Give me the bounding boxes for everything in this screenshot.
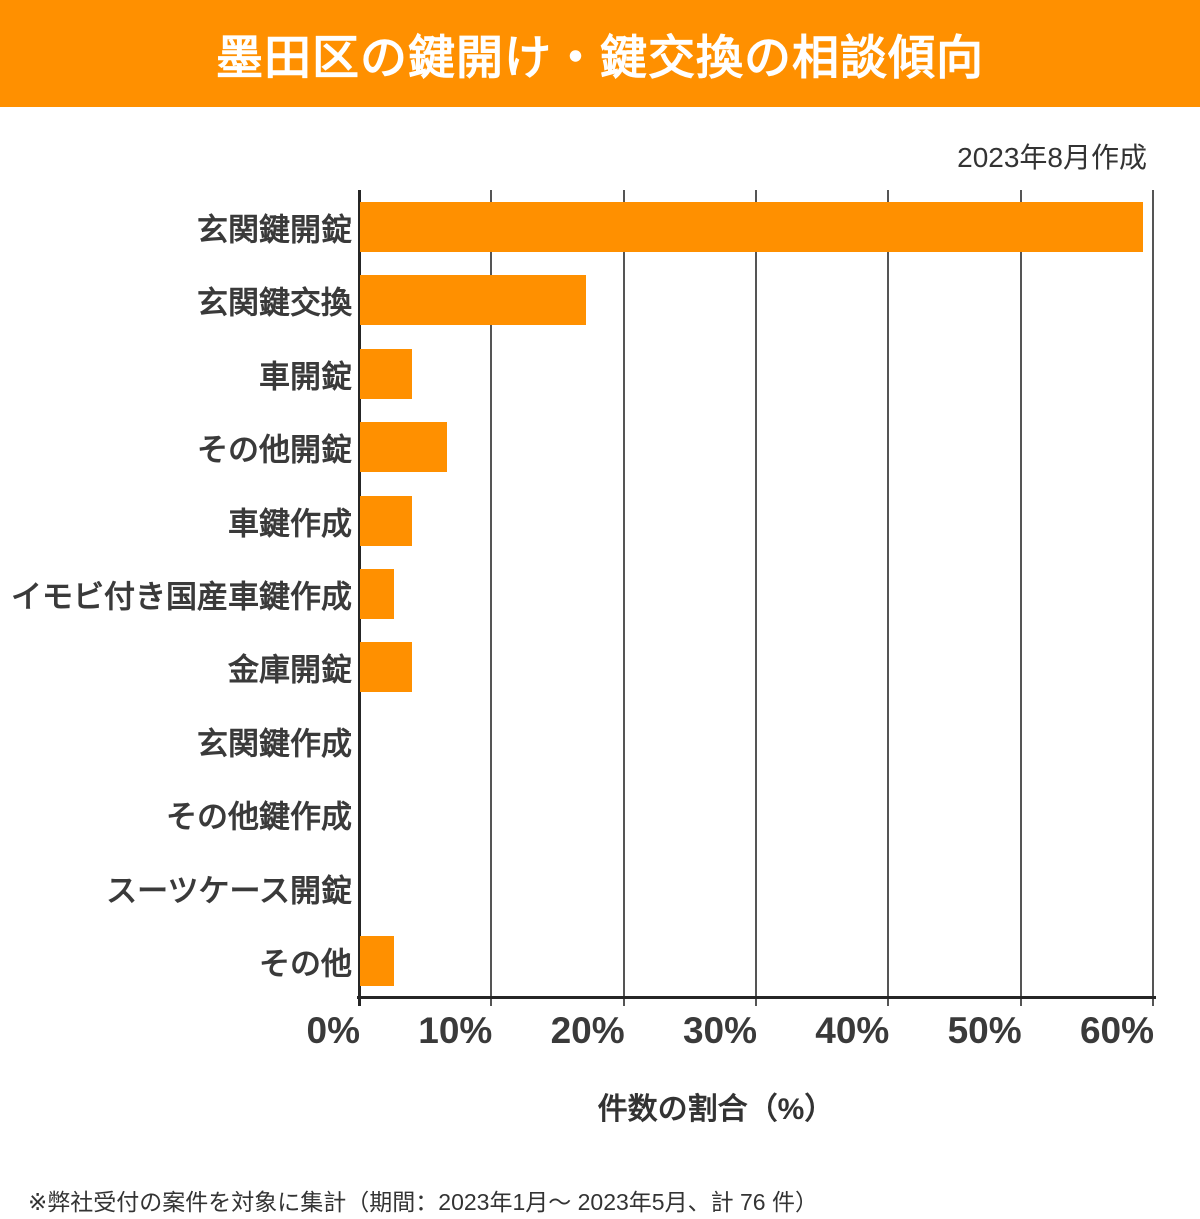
- bar: [360, 201, 1144, 252]
- x-tick-label: 0%: [306, 1010, 360, 1051]
- bar: [360, 936, 395, 987]
- category-label: 車鍵作成: [228, 506, 352, 542]
- footnote: ※弊社受付の案件を対象に集計（期間：2023年1月～ 2023年5月、計 76 …: [28, 1189, 818, 1215]
- gridline: [1152, 190, 1154, 1006]
- title-banner: 墨田区の鍵開け・鍵交換の相談傾向: [0, 0, 1200, 107]
- y-axis-line: [358, 190, 361, 1006]
- category-label: スーツケース開錠: [106, 873, 352, 909]
- x-tick-label: 50%: [947, 1010, 1022, 1051]
- category-label: 玄関鍵作成: [197, 726, 352, 762]
- x-axis-title: 件数の割合（%）: [597, 1093, 835, 1126]
- bar: [360, 495, 412, 546]
- bar: [360, 569, 395, 619]
- category-label: 金庫開錠: [228, 652, 352, 688]
- gridline: [622, 190, 625, 1006]
- x-tick-label: 40%: [815, 1010, 890, 1051]
- category-label: その他開錠: [197, 432, 352, 468]
- x-tick-label: 30%: [682, 1010, 757, 1051]
- x-tick-label: 10%: [418, 1010, 493, 1051]
- gridline: [755, 190, 757, 1006]
- bar: [360, 422, 448, 473]
- bar: [360, 642, 412, 693]
- bar: [360, 275, 587, 326]
- x-axis-line: [357, 996, 1156, 999]
- category-label: 玄関鍵開錠: [197, 212, 352, 248]
- gridline: [1019, 190, 1022, 1006]
- x-tick-label: 20%: [550, 1010, 625, 1051]
- category-label: その他鍵作成: [166, 799, 352, 835]
- category-label: その他: [259, 946, 352, 982]
- category-label: 玄関鍵交換: [197, 285, 352, 321]
- bar: [360, 348, 412, 399]
- x-tick-label: 60%: [1079, 1010, 1154, 1051]
- category-label: イモビ付き国産車鍵作成: [11, 579, 352, 615]
- category-label: 車開錠: [259, 359, 352, 395]
- gridline: [887, 190, 890, 1006]
- created-date: 2023年8月作成: [957, 142, 1147, 173]
- gridline: [490, 190, 493, 1006]
- page-title: 墨田区の鍵開け・鍵交換の相談傾向: [216, 31, 984, 84]
